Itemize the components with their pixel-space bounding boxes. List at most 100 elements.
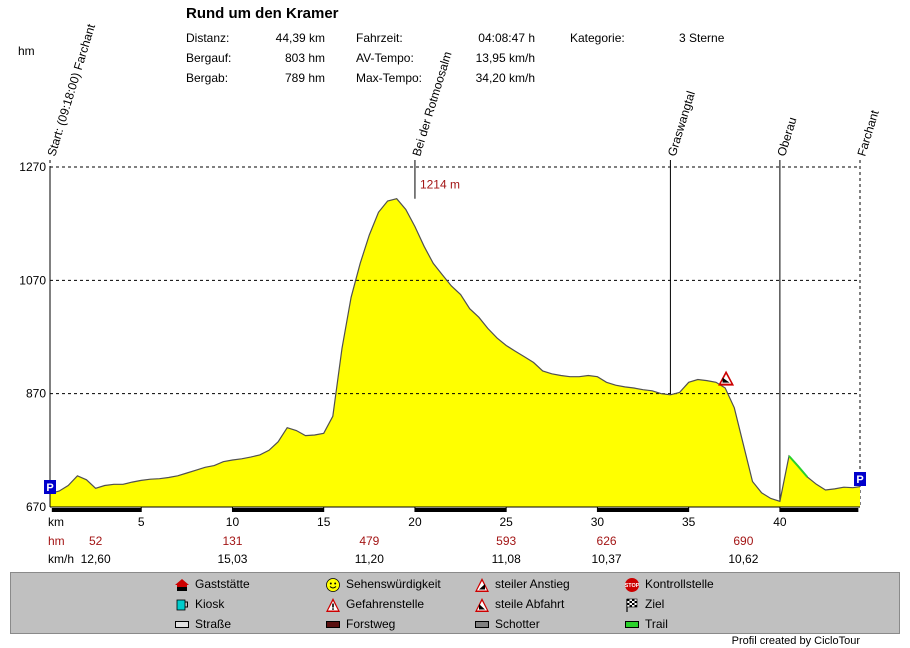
stat-label: Kategorie: [570,31,625,45]
warning-icon [326,597,340,612]
y-tick-label: 670 [26,500,46,514]
warning-up-icon [475,577,489,592]
legend-label: Kiosk [195,597,225,611]
credit-text: Profil created by CicloTour [731,635,860,647]
surface-segment [414,508,507,512]
legend-label: Trail [645,617,668,631]
legend-item: Straße [175,617,231,631]
legend-item: Ziel [625,597,664,612]
stat-value: 34,20 km/h [475,71,535,85]
stat-value: 13,95 km/h [475,51,535,65]
legend-item: Trail [625,617,668,631]
stop-icon: STOP [625,577,639,592]
waypoint-label: Oberau [774,116,799,158]
kmh-value: 11,20 [355,552,384,566]
surface-segment [779,508,859,512]
stat-value: 3 Sterne [679,31,725,45]
stat-value: 04:08:47 h [478,31,535,45]
cup-icon [176,599,188,611]
kmh-value: 10,62 [728,552,758,566]
legend-item: Schotter [475,617,540,631]
legend-label: steiler Anstieg [495,577,570,591]
smiley-icon [326,577,340,592]
stat-value: 789 hm [284,71,325,85]
legend-item: Forstweg [326,617,395,631]
stat-label: Bergab: [186,71,229,85]
stat-value: 803 hm [284,51,325,65]
legend-item: Sehenswürdigkeit [326,577,441,592]
legend-label: Kontrollstelle [645,577,714,591]
stat-label: AV-Tempo: [356,51,414,65]
warning-down-icon [475,597,489,612]
house-icon [175,578,189,591]
elevation-line [49,198,861,503]
legend-label: Gefahrenstelle [346,597,425,611]
waypoint-label: Start: (09:18:00) Farchant [44,22,98,158]
y-tick-label: 870 [26,387,46,401]
gravel-swatch [475,621,489,629]
legend-item: steile Abfahrt [475,597,564,612]
legend-label: Straße [195,617,232,631]
legend-label: Ziel [645,597,665,611]
elevation-area [50,198,860,507]
x-tick-label: 35 [682,515,696,529]
stat-label: Bergauf: [186,51,232,65]
x-tick-label: 40 [773,515,787,529]
kmh-value: 12,60 [81,552,111,566]
hm-value: 131 [222,534,242,548]
x-tick-label: 25 [500,515,514,529]
hm-row-label: hm [48,534,65,548]
trail-segment-line [788,455,809,478]
peak-label: 1214 m [420,178,460,192]
legend-item: Kiosk [175,597,224,612]
page-title: Rund um den Kramer [186,5,339,22]
y-tick-label: 1270 [19,160,46,174]
hazard-warning-icon [718,370,735,386]
surface-segment [232,508,324,512]
elevation-profile-chart: Start: (09:18:00) Farchant Bei der Rotmoo… [19,22,882,566]
y-tick-label: 1070 [19,273,46,287]
legend-label: Gaststätte [195,577,250,591]
legend-item: STOP Kontrollstelle [625,577,714,592]
stat-value: 44,39 km [275,31,325,45]
legend-label: Forstweg [346,617,396,631]
legend-item: Gaststätte [175,577,250,591]
svg-text:P: P [46,482,53,494]
parking-end-icon: P [854,472,866,486]
legend-label: Sehenswürdigkeit [346,577,441,591]
legend-panel: Gaststätte Sehenswürdigkeit steiler Anst… [10,572,900,634]
waypoint-label: Graswangtal [665,89,698,158]
x-tick-label: 5 [138,515,145,529]
legend-item: steiler Anstieg [475,577,570,592]
hm-value: 690 [733,534,753,548]
svg-text:STOP: STOP [625,583,639,589]
hm-value: 52 [89,534,103,548]
kmh-value: 15,03 [217,552,247,566]
svg-text:P: P [856,474,863,486]
hm-value: 626 [597,534,617,548]
x-tick-label: 15 [317,515,331,529]
stat-label: Max-Tempo: [356,71,423,85]
stat-label: Fahrzeit: [356,31,403,45]
kmh-value: 10,37 [592,552,622,566]
legend-item: Gefahrenstelle [326,597,424,612]
legend-label: steile Abfahrt [495,597,565,611]
hm-value: 479 [359,534,379,548]
x-tick-label: 20 [408,515,422,529]
waypoint-label: Farchant [854,108,881,158]
surface-segment [51,508,142,512]
kmh-value: 11,08 [492,552,521,566]
x-tick-label: 30 [591,515,605,529]
kmh-row-label: km/h [48,552,74,566]
x-tick-label: 10 [226,515,240,529]
hm-value: 593 [496,534,516,548]
checkered-flag-icon [626,598,638,612]
x-axis-label: km [48,515,64,529]
forest-swatch [326,621,340,629]
waypoint-label: Bei der Rotmoosalm [409,50,454,158]
road-swatch [175,621,189,629]
y-unit-label: hm [18,44,35,58]
trail-swatch [625,621,639,629]
stat-label: Distanz: [186,31,230,45]
legend-label: Schotter [495,617,540,631]
